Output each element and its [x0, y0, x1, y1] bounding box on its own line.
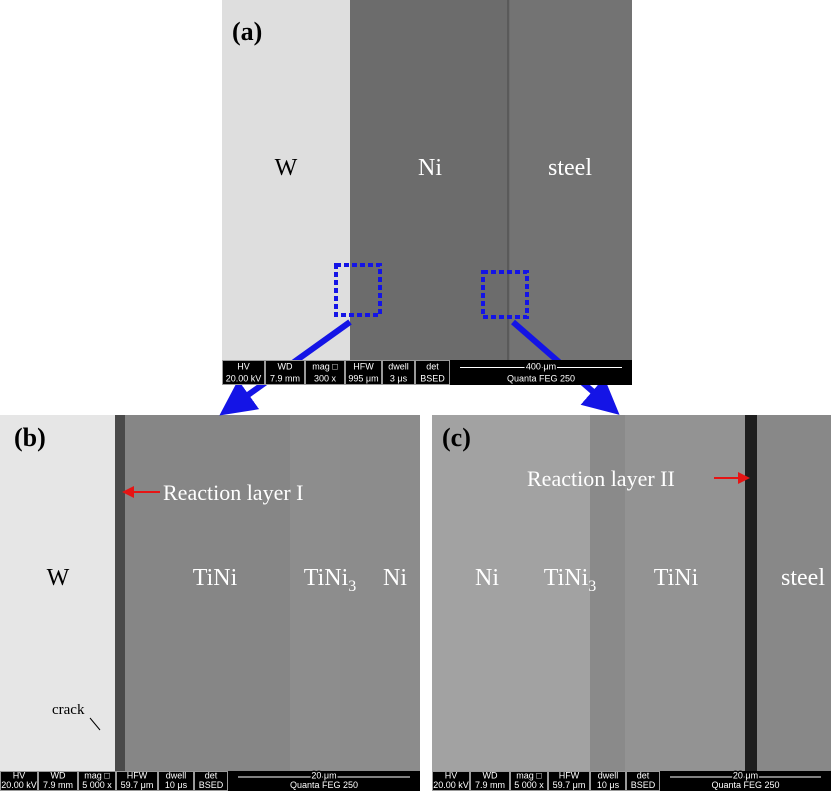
info-header: WD — [278, 362, 293, 372]
info-value: 20.00 kV — [1, 780, 37, 790]
info-value: BSED — [199, 780, 224, 790]
info-value: 20.00 kV — [433, 780, 469, 790]
subscript: 3 — [588, 578, 596, 595]
info-value: BSED — [631, 780, 656, 790]
annotation: crack — [52, 702, 85, 718]
region-text: TiNi — [304, 565, 349, 591]
region-label: W — [47, 565, 70, 591]
info-value: 59.7 μm — [121, 780, 154, 790]
info-header: dwell — [388, 362, 409, 372]
info-value: 300 x — [314, 373, 337, 383]
region-label: TiNi — [654, 565, 699, 591]
instrument: Quanta FEG 250 — [290, 780, 358, 790]
scale-label: 400 μm — [526, 362, 556, 372]
region-label: TiNi — [193, 565, 238, 591]
subscript: 3 — [348, 578, 356, 595]
info-value: 59.7 μm — [553, 780, 586, 790]
info-header: det — [426, 362, 439, 372]
info-value: 10 μs — [597, 780, 620, 790]
annotation: Reaction layer I — [163, 480, 304, 505]
info-value: 7.9 mm — [475, 780, 505, 790]
instrument: Quanta FEG 250 — [507, 373, 575, 383]
panel-label: (b) — [14, 423, 46, 452]
panel-label: (a) — [232, 17, 262, 46]
info-value: BSED — [420, 373, 445, 383]
region-label: Ni — [383, 565, 407, 591]
info-value: 5 000 x — [514, 780, 544, 790]
panel-b: (b) W TiNi TiNi3 Ni Reaction layer I cra… — [0, 415, 420, 771]
info-header: HV — [237, 362, 250, 372]
info-value: 7.9 mm — [43, 780, 73, 790]
panel-label: (c) — [442, 423, 471, 452]
panel-a: (a) W Ni steel — [222, 0, 632, 360]
annotation: Reaction layer II — [527, 466, 675, 491]
info-header: mag □ — [312, 362, 338, 372]
region-label: Ni — [475, 565, 499, 591]
figure: (a) W Ni steel (b) W TiNi TiNi3 Ni React… — [0, 0, 831, 791]
region-label: steel — [548, 155, 592, 181]
region-text: TiNi — [544, 565, 589, 591]
info-value: 5 000 x — [82, 780, 112, 790]
region-label: steel — [781, 565, 825, 591]
region-label: W — [275, 155, 298, 181]
info-header: HFW — [353, 362, 374, 372]
info-value: 995 μm — [348, 373, 378, 383]
region-label: Ni — [418, 155, 442, 181]
panel-c: (c) Ni TiNi3 TiNi steel Reaction layer I… — [432, 415, 831, 771]
info-value: 3 μs — [390, 373, 408, 383]
instrument: Quanta FEG 250 — [711, 780, 779, 790]
info-value: 7.9 mm — [270, 373, 300, 383]
info-value: 20.00 kV — [226, 373, 262, 383]
info-value: 10 μs — [165, 780, 188, 790]
